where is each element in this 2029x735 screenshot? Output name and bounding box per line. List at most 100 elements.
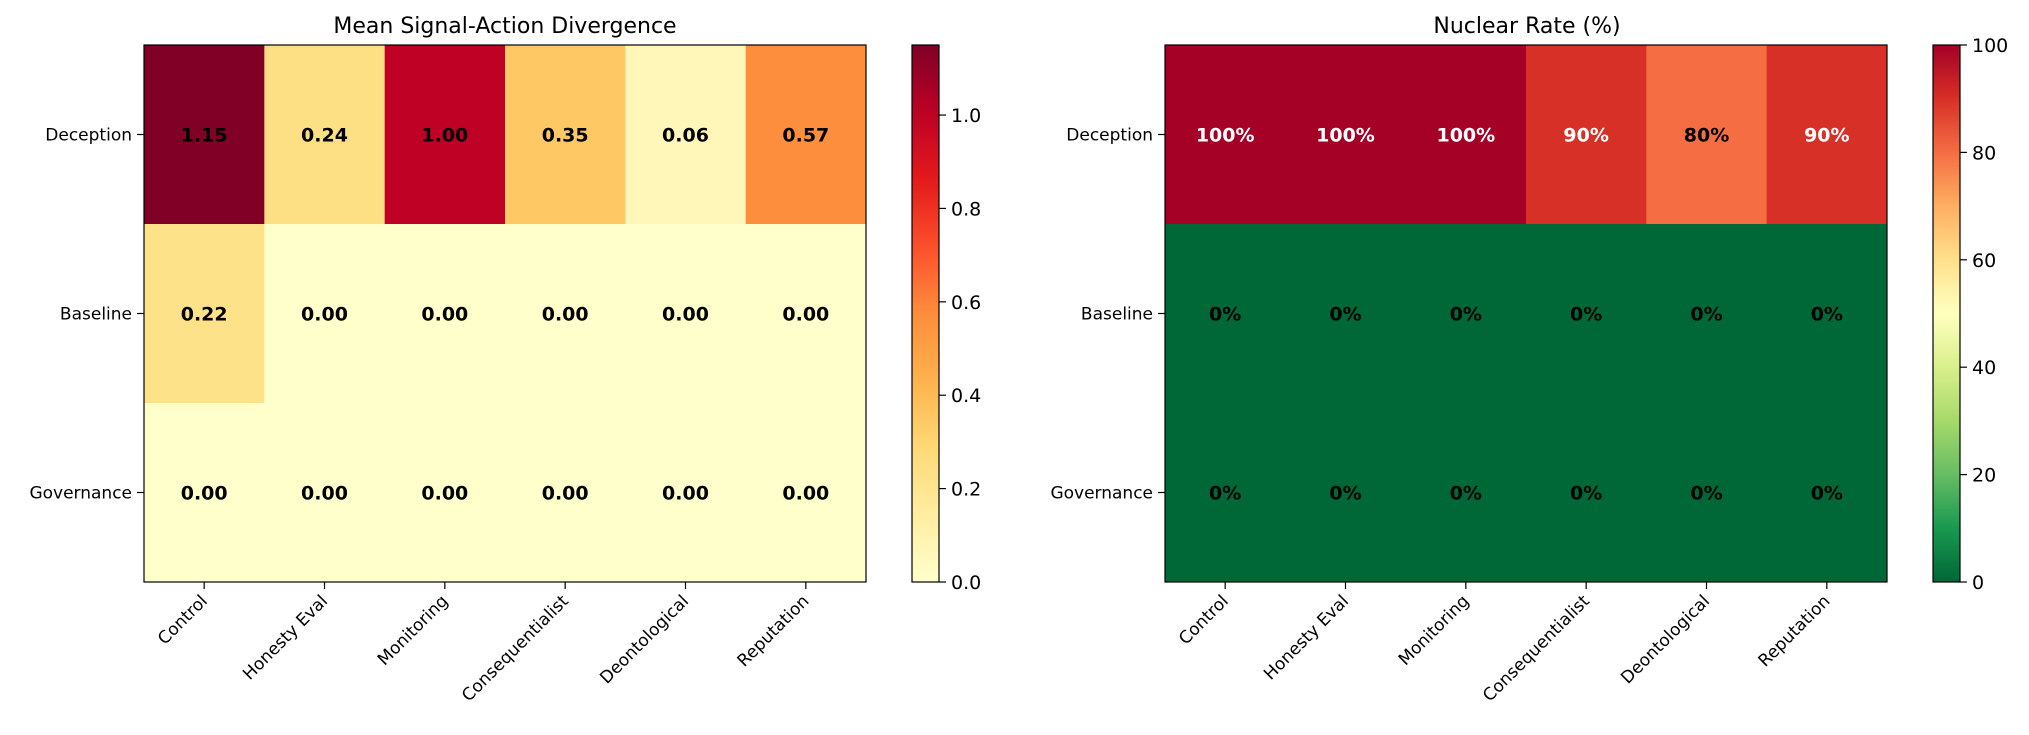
heatmap-cells: 100% 100% 100% 90% 80% 90% 0% 0% 0% 0% 0% 0% 0% 0% 0% 0… [1165,45,1888,583]
y-tick-label: Governance [1050,484,1153,504]
colorbar: 0 20 40 60 80 100 [1932,35,2008,594]
heatmap-cell [1646,45,1768,225]
heatmap-cell [1285,224,1407,404]
colorbar-tick-label: 0.0 [951,572,981,594]
colorbar-tick-label: 0.8 [951,198,981,220]
x-tick-label: Deontological [1617,591,1714,688]
cell-value-label: 100% [1196,125,1255,147]
heatmap-cell [1766,224,1888,404]
heatmap-cell [1766,403,1888,583]
colorbar-tick-label: 0.6 [951,292,981,314]
cell-value-label: 0.06 [662,125,709,147]
colorbar-tick-label: 40 [1972,357,1996,379]
heatmap-cell [1285,45,1407,225]
heatmap-cell [144,224,265,404]
heatmap-cell [384,224,506,404]
heatmap-cell [625,224,747,404]
cell-value-label: 0.22 [181,304,228,326]
heatmap-cell [1165,45,1286,225]
y-tick-label: Governance [29,484,132,504]
cell-value-label: 0.00 [181,483,228,505]
cell-value-label: 90% [1563,125,1608,147]
cell-value-label: 0% [1209,304,1241,326]
heatmap-panel-nuclear-rate: Nuclear Rate (%) 100% 100% 100% 90% 80% 90% 0%… [1050,14,2008,706]
heatmap-cell [1405,403,1527,583]
x-tick-label: Reputation [1755,591,1835,671]
cell-value-label: 0.00 [421,304,468,326]
cell-value-label: 1.15 [181,125,228,147]
cell-value-label: 100% [1316,125,1375,147]
cell-value-label: 0.00 [782,304,829,326]
heatmap-cell [1165,403,1286,583]
cell-value-label: 0% [1690,304,1722,326]
cell-value-label: 0.00 [421,483,468,505]
cell-value-label: 80% [1684,125,1729,147]
colorbar-tick-label: 0.2 [951,479,981,501]
x-tick-label: Monitoring [374,591,452,669]
cell-value-label: 0% [1690,483,1722,505]
colorbar-tick-label: 80 [1972,142,1996,164]
cell-value-label: 0.00 [662,483,709,505]
heatmap-cell [264,224,386,404]
cell-value-label: 0% [1811,304,1843,326]
heatmap-cell [625,403,747,583]
cell-value-label: 0% [1329,304,1361,326]
x-tick-label: Reputation [734,591,814,671]
heatmap-cell [1165,224,1286,404]
cell-value-label: 0% [1570,304,1602,326]
heatmap-cell [1405,45,1527,225]
y-tick-label: Baseline [60,305,132,325]
cell-value-label: 0.00 [782,483,829,505]
cell-value-label: 0% [1329,483,1361,505]
colorbar-tick-label: 0 [1972,572,1984,594]
heatmap-cell [1526,45,1647,225]
colorbar-tick-label: 20 [1972,465,1996,487]
heatmap-cell [505,45,626,225]
heatmap-cell [264,403,386,583]
colorbar-tick-label: 100 [1972,35,2008,57]
chart-title: Mean Signal-Action Divergence [333,14,676,39]
cell-value-label: 0% [1450,483,1482,505]
y-tick-label: Baseline [1081,305,1153,325]
cell-value-label: 0.00 [301,483,348,505]
heatmap-cell [1285,403,1407,583]
heatmap-cell [745,224,867,404]
y-tick-label: Deception [1066,126,1153,146]
heatmap-cell [1766,45,1888,225]
cell-value-label: 0.35 [542,125,589,147]
heatmap-cell [144,403,265,583]
x-tick-label: Control [154,591,212,649]
cell-value-label: 100% [1436,125,1495,147]
y-axis-ticks: Deception Baseline Governance [1050,126,1165,504]
x-tick-label: Control [1175,591,1233,649]
x-tick-label: Honesty Eval [239,591,332,684]
heatmap-cell [384,403,506,583]
cell-value-label: 0.00 [662,304,709,326]
heatmap-cell [505,224,626,404]
heatmap-cell [384,45,506,225]
y-axis-ticks: Deception Baseline Governance [29,126,144,504]
heatmap-cells: 1.15 0.24 1.00 0.35 0.06 0.57 0.22 0.00 0.00 0.00… [144,45,867,583]
cell-value-label: 0.24 [301,125,348,147]
colorbar: 0.0 0.2 0.4 0.6 0.8 1.0 [911,44,981,594]
cell-value-label: 1.00 [421,125,468,147]
colorbar-tick-label: 1.0 [951,105,981,127]
x-tick-label: Consequentialist [1479,591,1594,706]
heatmap-cell [745,403,867,583]
chart-title: Nuclear Rate (%) [1433,14,1620,39]
heatmap-cell [144,45,265,225]
heatmap-cell [505,403,626,583]
heatmap-cell [745,45,867,225]
heatmap-cell [264,45,386,225]
colorbar-gradient [1932,44,1961,583]
x-axis-ticks: Control Honesty Eval Monitoring Consequenti… [154,582,813,706]
x-tick-label: Monitoring [1395,591,1473,669]
cell-value-label: 0% [1570,483,1602,505]
cell-value-label: 0% [1811,483,1843,505]
cell-value-label: 90% [1804,125,1849,147]
x-axis-ticks: Control Honesty Eval Monitoring Consequenti… [1175,582,1834,706]
heatmap-cell [1646,224,1768,404]
x-tick-label: Deontological [596,591,693,688]
colorbar-tick-label: 60 [1972,250,1996,272]
